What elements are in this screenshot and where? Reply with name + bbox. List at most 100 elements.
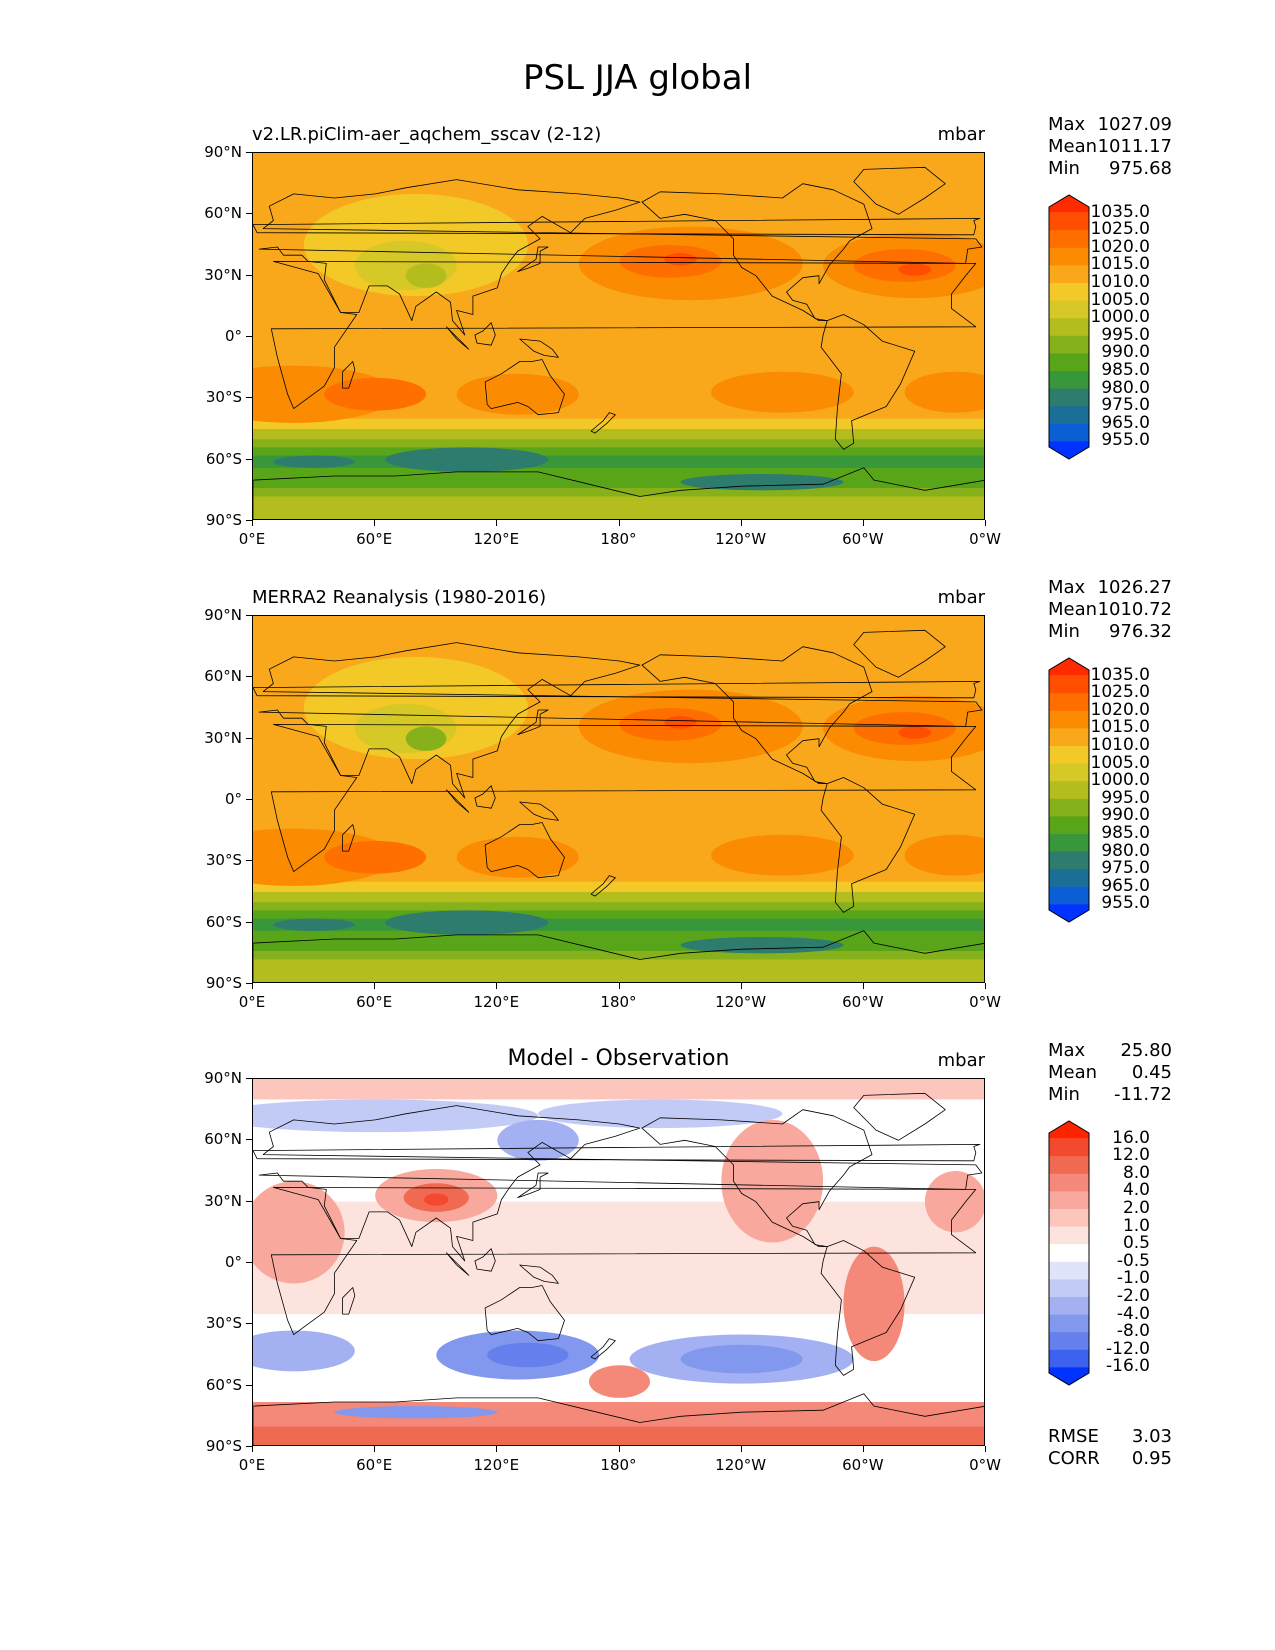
- low-pressure-region: [405, 726, 447, 751]
- colorbar-swatch: [1049, 728, 1089, 747]
- colorbar-swatch: [1049, 318, 1089, 337]
- field-layer: [253, 153, 984, 519]
- colorbar-label: 1010.0: [1090, 735, 1150, 755]
- panel-units: mbar: [937, 1050, 985, 1071]
- x-tick-mark: [862, 1446, 864, 1452]
- negative-anomaly: [487, 1342, 569, 1368]
- colorbar-swatch: [1049, 798, 1089, 817]
- y-tick-mark: [246, 336, 252, 337]
- x-tick-mark: [496, 1446, 498, 1452]
- coastline: [253, 930, 984, 982]
- map-panel: [252, 152, 985, 520]
- negative-anomaly: [497, 1119, 579, 1161]
- x-tick-label: 180°: [600, 1456, 637, 1474]
- panel-subtitle: v2.LR.piClim-aer_aqchem_sscav (2-12): [252, 124, 602, 145]
- y-tick-label: 90°S: [205, 1437, 242, 1455]
- colorbar-swatch: [1049, 1332, 1089, 1351]
- colorbar-swatch: [1049, 710, 1089, 729]
- colorbar-swatch: [1049, 195, 1089, 213]
- colorbar-swatch: [1049, 406, 1089, 425]
- coastline: [853, 166, 946, 215]
- low-pressure-region: [385, 447, 549, 472]
- y-tick-mark: [246, 274, 252, 276]
- x-tick-label: 120°W: [715, 530, 767, 548]
- y-tick-mark: [246, 1200, 252, 1202]
- y-tick-label: 60°S: [205, 1375, 242, 1394]
- colorbar-label: 1005.0: [1090, 752, 1150, 773]
- colorbar-swatch: [1049, 869, 1089, 888]
- y-tick-label: 90°N: [204, 1069, 242, 1087]
- positive-anomaly: [424, 1193, 449, 1206]
- positive-anomaly: [253, 1181, 345, 1284]
- colorbar-swatch: [1049, 851, 1089, 870]
- y-tick-mark: [246, 799, 252, 800]
- field-band: [253, 496, 984, 519]
- stat-value: 975.68: [1109, 158, 1172, 179]
- colorbar-swatch: [1049, 1226, 1089, 1245]
- colorbar-swatch: [1049, 693, 1089, 712]
- y-tick-label: 30°S: [205, 1314, 242, 1333]
- colorbar-swatch: [1049, 904, 1089, 922]
- colorbar-outline: [1048, 1120, 1090, 1386]
- colorbar-label: 12.0: [1112, 1145, 1150, 1166]
- x-tick-mark: [618, 983, 620, 989]
- colorbar-label: 1025.0: [1090, 219, 1150, 240]
- x-tick-label: 60°E: [356, 993, 393, 1011]
- colorbar-label: 980.0: [1101, 840, 1150, 861]
- colorbar: [1048, 657, 1090, 923]
- colorbar-container: [1048, 657, 1090, 927]
- panel-title: Model - Observation: [507, 1046, 730, 1071]
- low-pressure-region: [273, 918, 355, 931]
- colorbar-label: 980.0: [1101, 377, 1150, 398]
- colorbar-swatch: [1049, 1121, 1089, 1139]
- coastline: [853, 1092, 946, 1141]
- colorbar-swatch: [1049, 335, 1089, 354]
- colorbar-label: -8.0: [1116, 1321, 1150, 1342]
- coastline: [519, 338, 559, 358]
- stat-value: 25.80: [1120, 1040, 1172, 1061]
- panel-units: mbar: [937, 124, 985, 145]
- colorbar-swatch: [1049, 1367, 1089, 1385]
- x-tick-mark: [496, 983, 498, 989]
- colorbar-label: 965.0: [1101, 412, 1150, 433]
- y-tick-mark: [246, 615, 252, 616]
- colorbar-swatch: [1049, 763, 1089, 782]
- stat-label: Min: [1048, 1084, 1080, 1105]
- x-tick-label: 120°E: [473, 993, 520, 1011]
- field-band: [253, 455, 984, 468]
- x-tick-label: 0°W: [969, 530, 1001, 548]
- colorbar-swatch: [1049, 746, 1089, 765]
- x-tick-label: 0°E: [238, 530, 266, 548]
- colorbar-label: 965.0: [1101, 875, 1150, 896]
- colorbar-swatch: [1049, 265, 1089, 284]
- x-tick-label: 180°: [600, 993, 637, 1011]
- stat-label: RMSE: [1048, 1426, 1099, 1447]
- positive-anomaly: [924, 1171, 984, 1233]
- coastline: [484, 1285, 565, 1342]
- colorbar-swatch: [1049, 388, 1089, 407]
- colorbar-swatch: [1049, 1138, 1089, 1157]
- panel-subtitle: MERRA2 Reanalysis (1980-2016): [252, 587, 547, 608]
- y-tick-label: 30°S: [205, 388, 242, 407]
- x-tick-mark: [618, 1446, 620, 1452]
- stat-value: -11.72: [1113, 1084, 1172, 1105]
- high-pressure-region: [324, 377, 427, 411]
- field-band: [253, 476, 984, 489]
- field-band: [253, 918, 984, 931]
- coastline: [270, 261, 977, 410]
- x-tick-label: 0°E: [238, 993, 266, 1011]
- colorbar-container: [1048, 194, 1090, 464]
- colorbar-label: 4.0: [1122, 1180, 1150, 1201]
- stat-label: Mean: [1048, 136, 1098, 157]
- colorbar-label: 975.0: [1101, 858, 1150, 879]
- panel-units: mbar: [937, 587, 985, 608]
- x-tick-label: 0°E: [238, 1456, 266, 1474]
- stat-value: 1010.72: [1097, 599, 1172, 620]
- y-tick-label: 30°N: [204, 1191, 242, 1210]
- y-tick-label: 30°S: [205, 851, 242, 870]
- colorbar-label: 8.0: [1122, 1162, 1150, 1183]
- stat-label: Mean: [1048, 1062, 1098, 1083]
- x-tick-mark: [862, 520, 864, 526]
- y-tick-mark: [246, 1323, 252, 1325]
- y-tick-mark: [246, 1078, 252, 1079]
